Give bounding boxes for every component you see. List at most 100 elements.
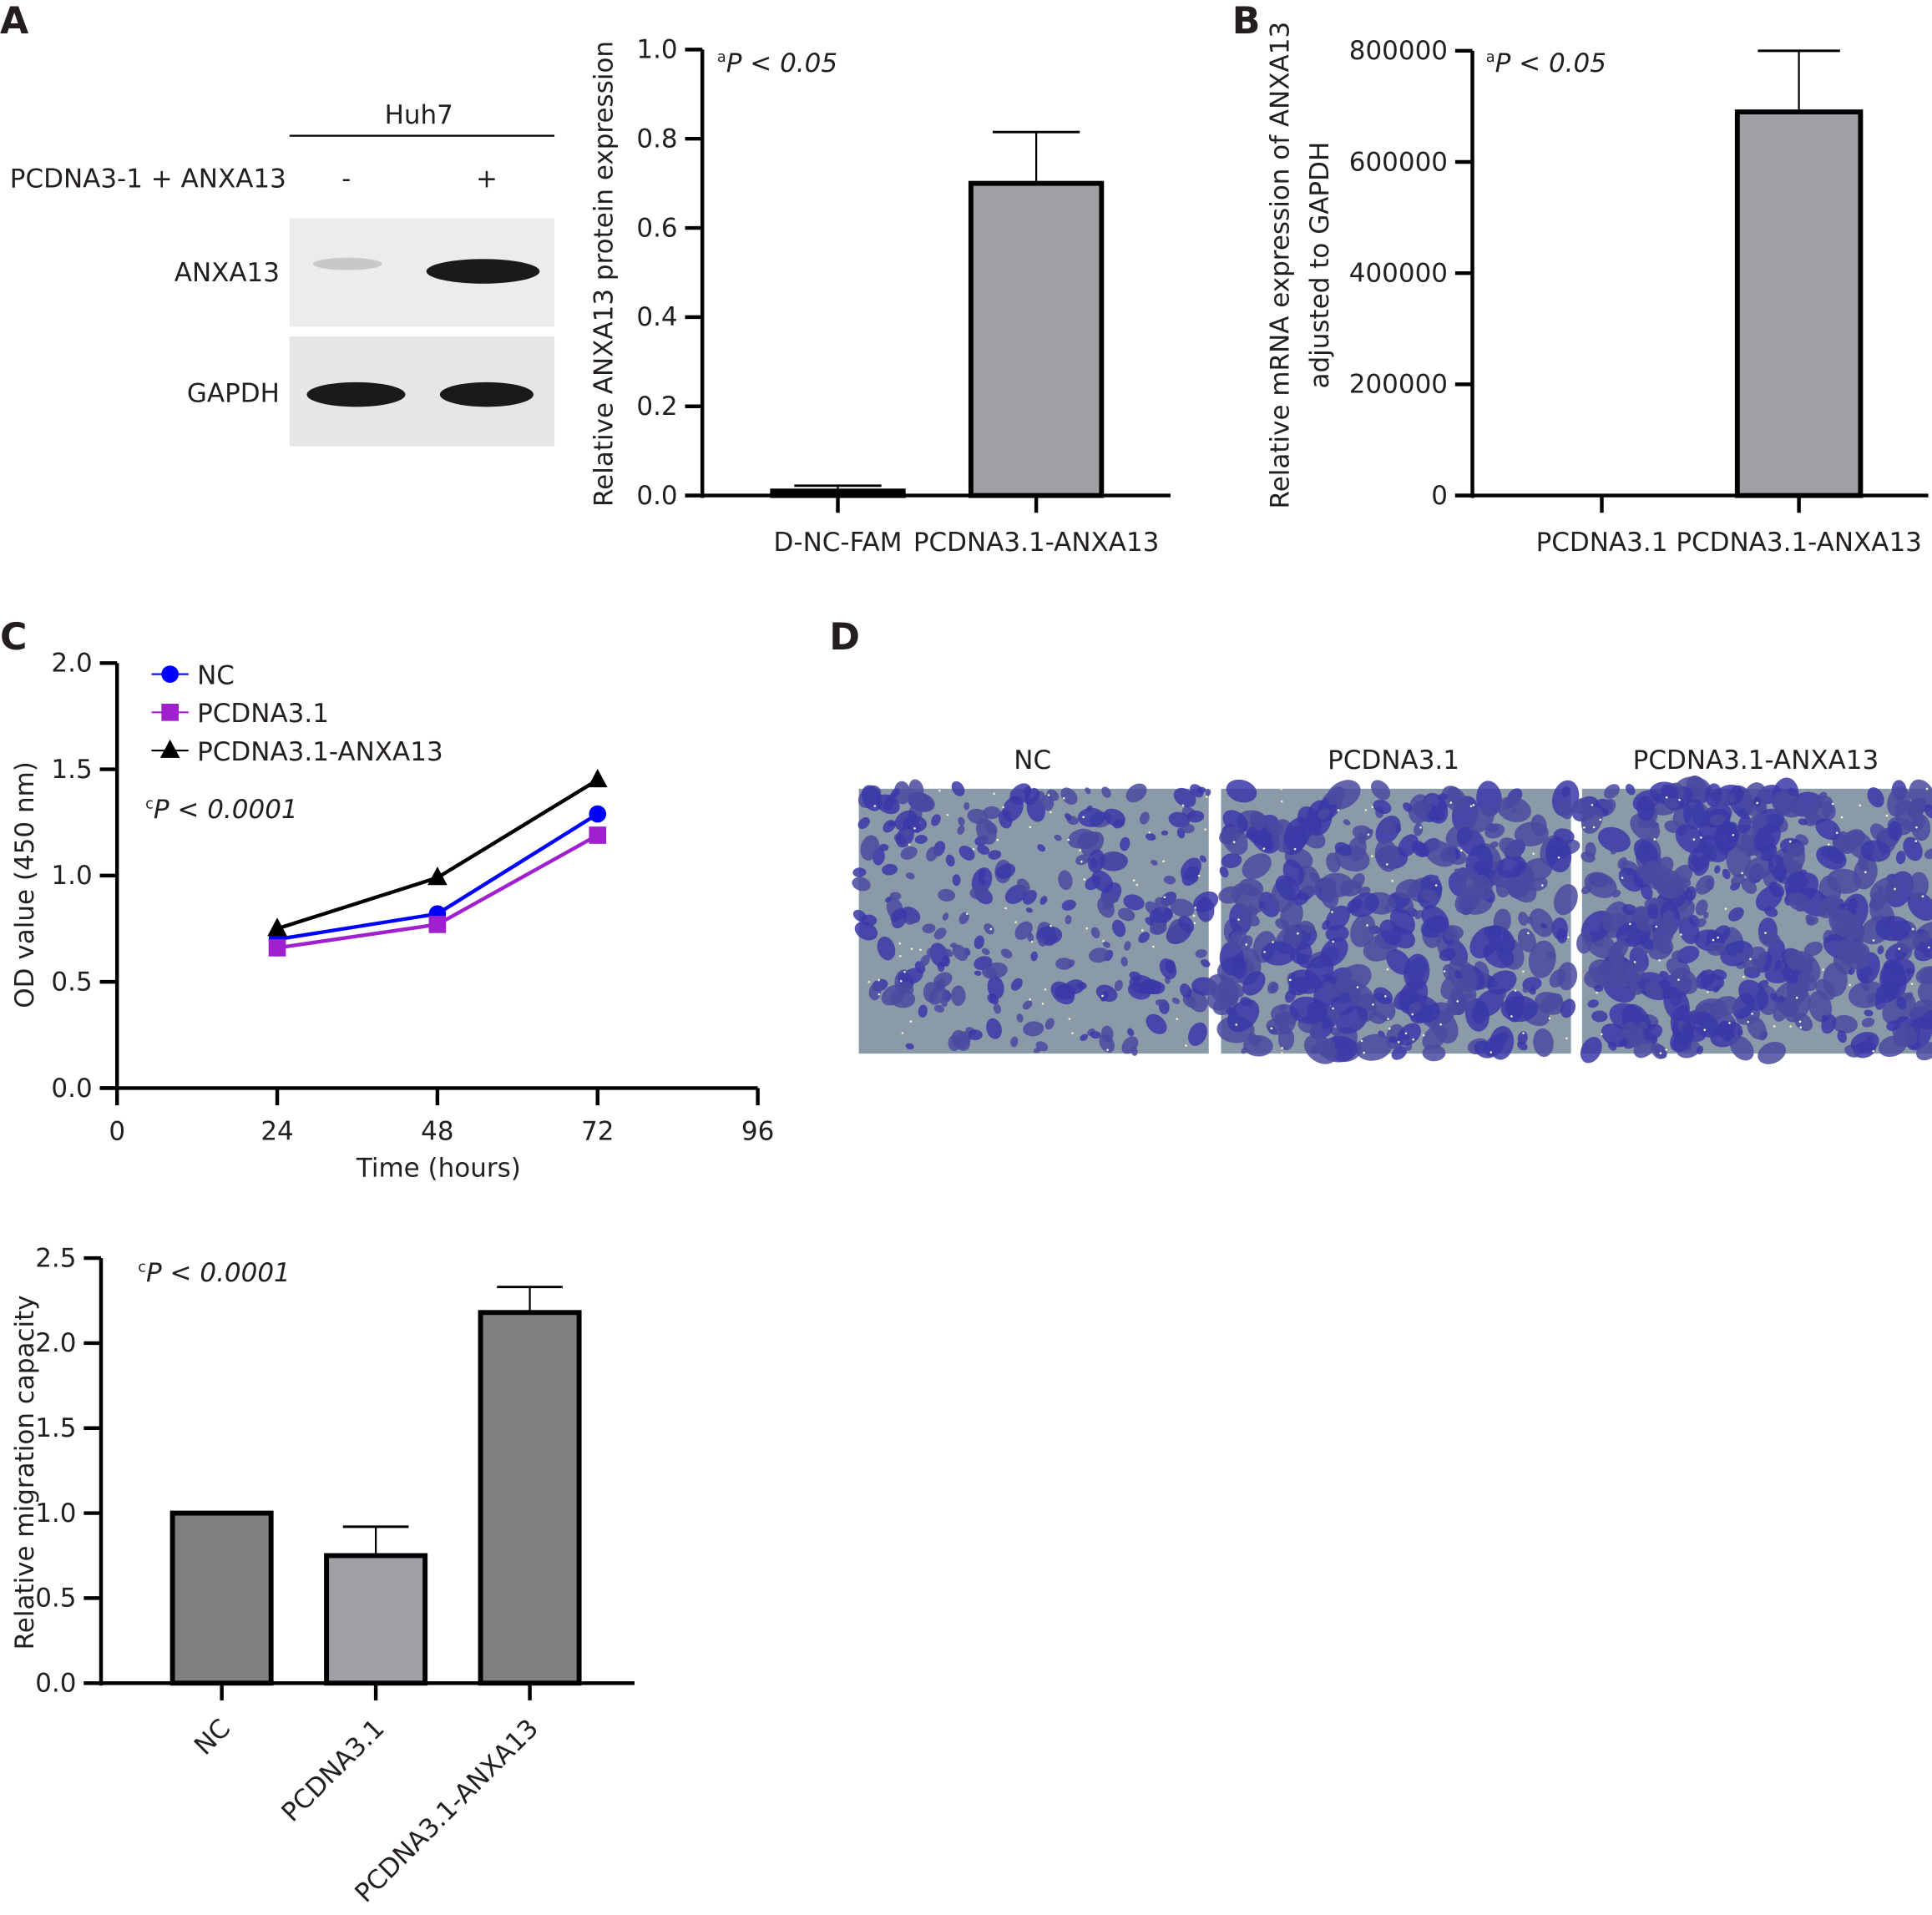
cell (1195, 949, 1207, 958)
cell (1747, 1016, 1767, 1040)
cell (968, 1029, 983, 1041)
cell (1112, 919, 1126, 937)
cell (1603, 784, 1620, 799)
cell (1771, 791, 1803, 818)
x-tick-label: 24 (260, 1116, 293, 1146)
cell (1206, 984, 1240, 1011)
y-axis-label: Relative ANXA13 protein expression (589, 41, 619, 507)
cell (1168, 811, 1191, 828)
cell (1793, 1013, 1813, 1032)
cell (938, 888, 956, 902)
cell (1163, 875, 1176, 885)
y-tick-label: 2.0 (35, 1328, 76, 1358)
annotation-text: P < 0.0001 (154, 795, 298, 825)
cell (857, 817, 870, 830)
cell (1924, 804, 1932, 819)
cell (1849, 967, 1855, 976)
cell (1403, 953, 1430, 991)
cell (1758, 1041, 1787, 1064)
cell (1414, 823, 1424, 836)
cell (1420, 801, 1433, 816)
cell (1661, 784, 1679, 799)
cell (977, 844, 990, 855)
cell (1798, 818, 1808, 826)
legend-marker (159, 739, 180, 758)
cell (1587, 999, 1599, 1008)
annotation-sup: c (145, 796, 154, 812)
cell (1647, 903, 1659, 919)
cell (1334, 841, 1352, 856)
cell (940, 997, 948, 1008)
cell (1706, 942, 1726, 956)
cell (1170, 898, 1195, 917)
x-tick-label: 72 (581, 1116, 614, 1146)
cell (1424, 795, 1434, 803)
cell (1695, 899, 1708, 916)
cell (1743, 946, 1767, 974)
legend-marker (161, 703, 179, 721)
cell (1442, 964, 1456, 981)
cell (1735, 952, 1743, 959)
cell (1100, 990, 1109, 1002)
cell (1645, 981, 1663, 1000)
cell (1895, 851, 1906, 865)
cell (1877, 945, 1884, 955)
cell (1656, 877, 1685, 899)
cell (1791, 969, 1801, 977)
cell (1288, 969, 1322, 994)
cell (1016, 1013, 1024, 1023)
cell (1464, 993, 1474, 999)
cell (1671, 968, 1698, 994)
x-tick-label: 0 (109, 1116, 125, 1146)
cell (986, 1018, 1002, 1039)
cell (1787, 892, 1812, 912)
cell (1602, 901, 1629, 933)
cell (1124, 941, 1131, 951)
cell (1850, 1032, 1879, 1054)
cell (1636, 866, 1650, 880)
legend-label: PCDNA3.1-ANXA13 (197, 737, 443, 767)
cell (1652, 923, 1674, 949)
cell (1127, 1028, 1135, 1037)
cell (1320, 872, 1354, 897)
y-axis-label: Relative migration capacity (10, 1295, 40, 1650)
annotation-text: P < 0.05 (726, 48, 837, 78)
cell (933, 927, 947, 940)
cell (878, 843, 889, 851)
cell (1146, 832, 1156, 841)
cell (1226, 779, 1257, 803)
cell (1584, 872, 1617, 898)
cell (1022, 1000, 1033, 1010)
cell (1327, 786, 1346, 806)
band-gapdh-minus (306, 381, 406, 407)
blot-cell-line: Huh7 (385, 100, 453, 130)
cell (1244, 913, 1260, 927)
cell (1054, 834, 1062, 841)
cell (1683, 798, 1706, 830)
y-tick-label: 1.5 (35, 1413, 76, 1443)
cell (1123, 894, 1145, 911)
panel-label-a: A (0, 0, 29, 43)
y-tick-label: 0.2 (636, 392, 677, 422)
cell (1731, 874, 1745, 887)
cell (918, 1004, 928, 1018)
cell (1326, 852, 1341, 873)
cell (1350, 913, 1376, 947)
cell (1023, 1021, 1044, 1037)
cell (1692, 1011, 1720, 1038)
cell (1129, 974, 1155, 994)
cell (1741, 877, 1758, 894)
cell (1145, 917, 1154, 926)
cell (1336, 964, 1372, 994)
cell (922, 923, 936, 934)
cell (1495, 876, 1512, 898)
cell (1500, 995, 1538, 1023)
cell (1371, 780, 1391, 801)
y-tick-label: 0.0 (35, 1669, 76, 1699)
cell (1114, 979, 1123, 992)
cell (868, 983, 882, 1001)
cell (1120, 836, 1130, 851)
cell (1580, 806, 1603, 834)
cell (987, 976, 1004, 999)
cell (1121, 1036, 1139, 1054)
